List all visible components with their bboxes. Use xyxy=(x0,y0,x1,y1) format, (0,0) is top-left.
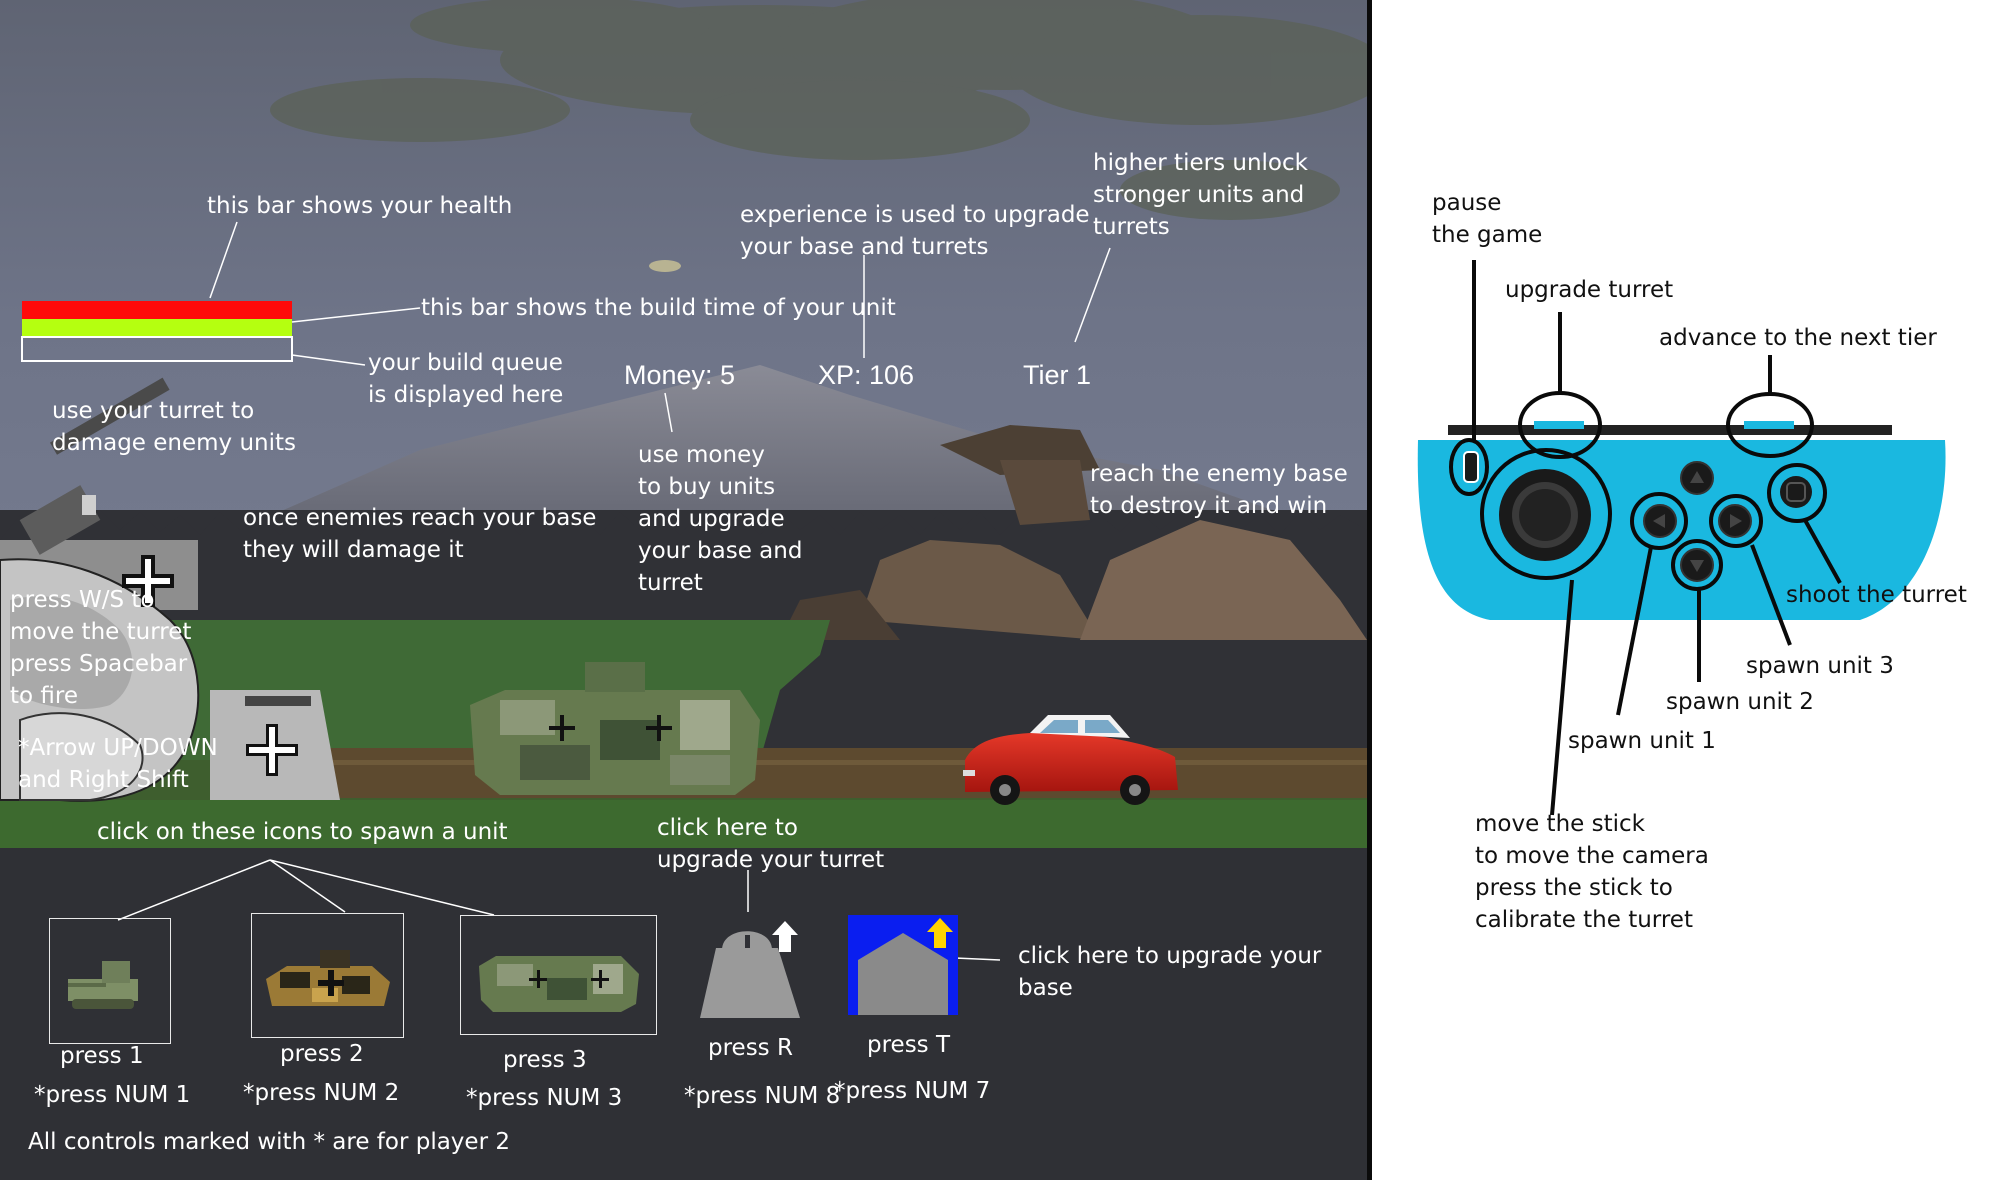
small-tank-icon xyxy=(68,961,138,1009)
capture-button xyxy=(1780,476,1812,508)
health-bar xyxy=(22,301,292,319)
base-upgrade-icon[interactable] xyxy=(848,915,958,1015)
money-annotation: use money to buy units and upgrade your … xyxy=(638,442,803,596)
minus-button xyxy=(1463,451,1479,483)
spawn1-label: spawn unit 1 xyxy=(1568,728,1716,754)
money-counter: Money: 5 xyxy=(624,360,736,390)
up-button xyxy=(1680,461,1714,495)
spawn-unit-2-button[interactable] xyxy=(251,913,404,1038)
control-area xyxy=(0,848,1367,1180)
pause-label: pause the game xyxy=(1432,190,1543,248)
road xyxy=(240,748,1367,798)
turret-keys-annotation: press W/S to move the turret press Space… xyxy=(10,587,192,709)
upgrade-turret-label: upgrade turret xyxy=(1505,277,1674,303)
stick-label: move the stick to move the camera press … xyxy=(1475,811,1709,933)
upgrade-base-key: press T xyxy=(867,1032,951,1058)
build-queue-annotation: your build queue is displayed here xyxy=(368,350,564,408)
spawn3-label: spawn unit 3 xyxy=(1746,653,1894,679)
spawn2-label: spawn unit 2 xyxy=(1666,689,1814,715)
ground-band xyxy=(0,800,1367,848)
game-view[interactable]: Money: 5 XP: 106 Tier 1 this bar shows y… xyxy=(0,0,1367,1180)
upgrade-turret-annotation: click here to upgrade your turret xyxy=(657,815,885,873)
experience-annotation: experience is used to upgrade your base … xyxy=(740,202,1090,260)
camo-tank-icon xyxy=(266,950,390,1006)
unit-2-p2-key: *press NUM 2 xyxy=(243,1080,400,1106)
enemy-base-ruins xyxy=(780,425,1367,640)
clouds xyxy=(270,0,1367,220)
heavy-tank xyxy=(470,662,760,795)
upgrade-turret-p2-key: *press NUM 8 xyxy=(684,1083,841,1109)
upgrade-base-annotation: click here to upgrade your base xyxy=(1018,943,1322,1001)
unit-1-p2-key: *press NUM 1 xyxy=(34,1082,191,1108)
enemy-car xyxy=(963,715,1178,805)
projectile xyxy=(649,260,681,272)
tier-indicator: Tier 1 xyxy=(1023,360,1092,390)
enemy-base-annotation: reach the enemy base to destroy it and w… xyxy=(1090,461,1348,519)
next-tier-label: advance to the next tier xyxy=(1659,325,1937,351)
health-bar-annotation: this bar shows your health xyxy=(207,193,513,219)
player-base xyxy=(0,540,340,802)
spawn-unit-3-button[interactable] xyxy=(460,915,657,1035)
turret xyxy=(19,377,170,555)
unit-2-key: press 2 xyxy=(280,1041,364,1067)
unit-3-p2-key: *press NUM 3 xyxy=(466,1085,623,1111)
xp-counter: XP: 106 xyxy=(818,360,915,390)
unit-1-key: press 1 xyxy=(60,1043,144,1069)
build-time-annotation: this bar shows the build time of your un… xyxy=(421,295,896,321)
down-button xyxy=(1680,548,1714,582)
right-button xyxy=(1718,504,1752,538)
build-time-bar xyxy=(22,319,292,337)
turret-upgrade-icon[interactable] xyxy=(700,921,800,1018)
panel-divider xyxy=(1367,0,1372,1180)
turret-annotation: use your turret to damage enemy units xyxy=(52,398,297,456)
player2-note: All controls marked with * are for playe… xyxy=(28,1129,510,1155)
build-queue-bar xyxy=(21,336,293,362)
annotation-lines xyxy=(117,221,1111,961)
battlefield-scene xyxy=(0,0,1367,1180)
controller-legend: pause the game upgrade turret advance to… xyxy=(1372,0,2000,1180)
p2-turret-keys-annotation: *Arrow UP/DOWN and Right Shift xyxy=(18,735,218,793)
tiers-annotation: higher tiers unlock stronger units and t… xyxy=(1093,150,1308,240)
heavy-tank-icon xyxy=(479,956,639,1012)
spawn-icons-annotation: click on these icons to spawn a unit xyxy=(97,819,508,845)
shoot-label: shoot the turret xyxy=(1786,582,1967,608)
upgrade-base-p2-key: *press NUM 7 xyxy=(834,1078,991,1104)
analog-stick xyxy=(1499,469,1591,561)
base-damage-annotation: once enemies reach your base they will d… xyxy=(243,505,597,563)
spawn-unit-1-button[interactable] xyxy=(49,918,171,1044)
upgrade-turret-key: press R xyxy=(708,1035,793,1061)
left-button xyxy=(1643,504,1677,538)
unit-3-key: press 3 xyxy=(503,1047,587,1073)
